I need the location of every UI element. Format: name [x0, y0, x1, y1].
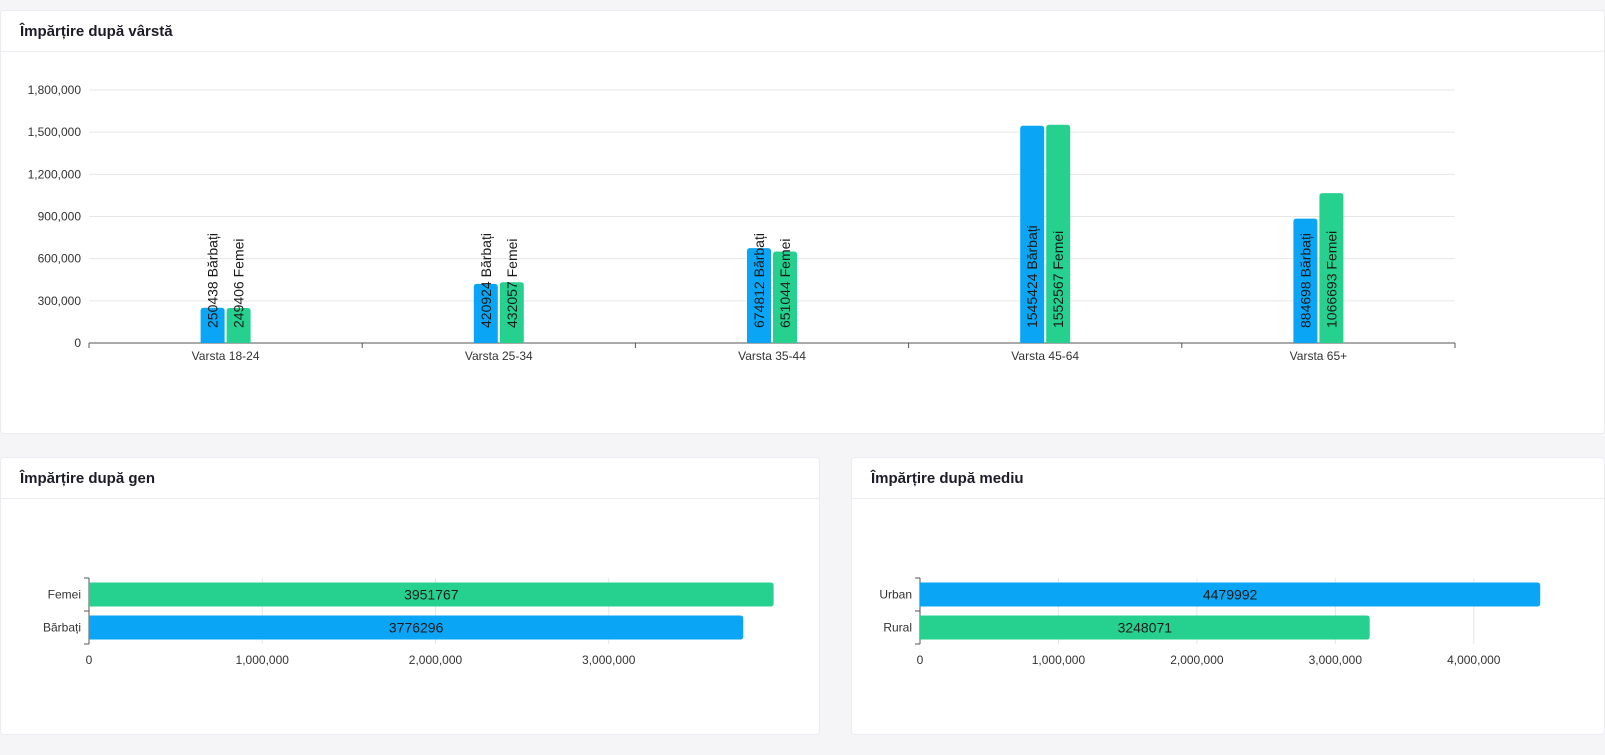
x-tick-label: 1,000,000 — [1032, 653, 1086, 667]
x-tick-label: 0 — [917, 653, 924, 667]
y-tick-label: 1,500,000 — [28, 125, 82, 139]
y-tick-label: Femei — [48, 588, 81, 602]
age-chart-title: Împărțire după vârstă — [1, 11, 1604, 52]
y-tick-label: 300,000 — [38, 294, 82, 308]
x-tick-label: 4,000,000 — [1447, 653, 1501, 667]
bar-men — [1020, 125, 1045, 343]
bar-women — [499, 282, 524, 343]
bar-men — [473, 283, 498, 343]
y-tick-label: 600,000 — [38, 252, 82, 266]
bar-data-label: 432057 Femei — [504, 238, 520, 328]
bar-brbai — [89, 615, 744, 640]
gender-bar-chart: 0 1,000,000 2,000,000 3,000,000 Femei 3951767… — [43, 577, 774, 667]
bar-data-label: 249406 Femei — [231, 238, 247, 328]
bar-urban — [920, 582, 1541, 607]
x-tick-label: 1,000,000 — [236, 653, 290, 667]
bar-men — [1293, 218, 1318, 343]
x-tick-label: 3,000,000 — [1309, 653, 1363, 667]
bar-data-label: 420924 Bărbați — [478, 233, 494, 328]
age-bar-chart: 0 300,000 600,000 900,000 1,200,000 1,500,000… — [28, 83, 1456, 363]
bar-data-label: 3248071 — [1118, 620, 1173, 636]
bar-data-label: 884698 Bărbați — [1297, 233, 1313, 328]
y-tick-label: 1,200,000 — [28, 167, 82, 181]
y-tick-label: Urban — [879, 588, 912, 602]
bar-data-label: 3776296 — [389, 620, 444, 636]
bar-data-label: 651044 Femei — [777, 238, 793, 328]
bar-data-label: 4479992 — [1203, 587, 1258, 603]
bar-femei — [89, 582, 774, 607]
x-tick-label: 2,000,000 — [1170, 653, 1224, 667]
bar-men — [747, 248, 771, 343]
bar-data-label: 1545424 Bărbați — [1024, 225, 1040, 328]
bar-data-label: 250438 Bărbați — [205, 233, 221, 328]
bar-data-label: 1066693 Femei — [1323, 231, 1339, 328]
x-tick-label: 2,000,000 — [409, 653, 463, 667]
bar-women — [1046, 124, 1071, 344]
bar-data-label: 3951767 — [404, 587, 459, 603]
bar-data-label: 674812 Bărbați — [751, 233, 767, 328]
x-tick-label: 0 — [86, 653, 93, 667]
bar-women — [226, 307, 251, 343]
x-tick-label: Varsta 65+ — [1290, 349, 1347, 363]
x-tick-label: Varsta 18-24 — [192, 349, 260, 363]
x-tick-label: Varsta 25-34 — [465, 349, 533, 363]
y-tick-label: 900,000 — [38, 210, 82, 224]
x-tick-label: 3,000,000 — [582, 653, 636, 667]
bar-women — [1319, 193, 1344, 343]
bar-rural — [920, 615, 1370, 640]
x-tick-label: Varsta 35-44 — [738, 349, 806, 363]
gender-chart-card: Împărțire după gen 0 1,000,000 2,000,000 3,… — [0, 457, 820, 735]
area-bar-chart: 0 1,000,000 2,000,000 3,000,000 4,000,000 Urb… — [879, 577, 1541, 667]
y-tick-label: Bărbați — [43, 621, 81, 635]
gender-chart-title: Împărțire după gen — [1, 458, 819, 499]
bar-women — [773, 251, 797, 343]
area-chart-title: Împărțire după mediu — [852, 458, 1604, 499]
age-chart-card: Împărțire după vârstă 0 300,000 600,000 900… — [0, 10, 1605, 434]
y-tick-label: 0 — [74, 336, 81, 350]
area-chart-card: Împărțire după mediu 0 1,000,000 2,000,000… — [851, 457, 1605, 735]
x-tick-label: Varsta 45-64 — [1011, 349, 1079, 363]
y-tick-label: 1,800,000 — [28, 83, 82, 97]
bar-men — [200, 307, 225, 343]
bar-data-label: 1552567 Femei — [1050, 231, 1066, 328]
y-tick-label: Rural — [883, 621, 912, 635]
